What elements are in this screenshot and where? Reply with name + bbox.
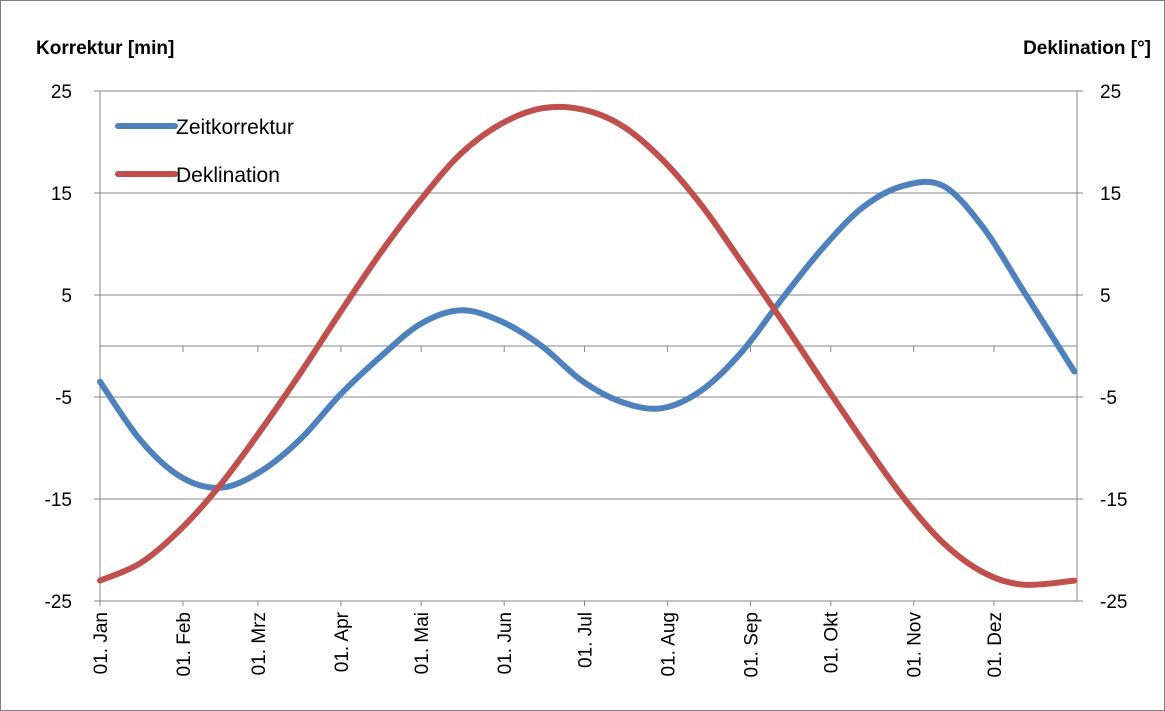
y-axis-right-title: Deklination [°] [1023,38,1151,59]
x-tick-label: 01. Aug [658,612,679,676]
x-tick-label: 01. Apr [332,611,353,672]
x-tick-label: 01. Dez [985,612,1006,677]
x-tick-label: 01. Sep [741,612,762,678]
y-tick-label-right: -5 [1100,388,1117,409]
y-tick-label-right: -25 [1100,592,1127,613]
y-tick-label-right: 25 [1100,82,1121,103]
y-tick-label-left: -15 [45,490,72,511]
series-line-zeitkorrektur [97,178,1078,491]
x-tick-label: 01. Mrz [249,612,270,675]
legend-label-deklination: Deklination [176,164,280,187]
x-tick-label: 01. Okt [822,611,843,673]
y-tick-label-left: 25 [51,82,72,103]
y-tick-label-right: 5 [1100,286,1111,307]
x-tick-label: 01. Jan [91,612,112,674]
x-tick-label: 01. Jul [575,612,596,668]
x-tick-label: 01. Feb [174,612,195,676]
legend-label-zeitkorrektur: Zeitkorrektur [176,116,294,139]
y-tick-label-left: 5 [61,286,72,307]
x-tick-label: 01. Jun [495,612,516,674]
y-axis-left-title: Korrektur [min] [36,38,175,59]
y-tick-label-right: 15 [1100,184,1121,205]
y-tick-label-left: -5 [55,388,72,409]
series-line-deklination [97,103,1078,588]
y-tick-label-right: -15 [1100,490,1127,511]
y-tick-label-left: 15 [51,184,72,205]
x-tick-label: 01. Mai [412,612,433,674]
y-tick-label-left: -25 [45,592,72,613]
x-tick-label: 01. Nov [905,612,926,678]
